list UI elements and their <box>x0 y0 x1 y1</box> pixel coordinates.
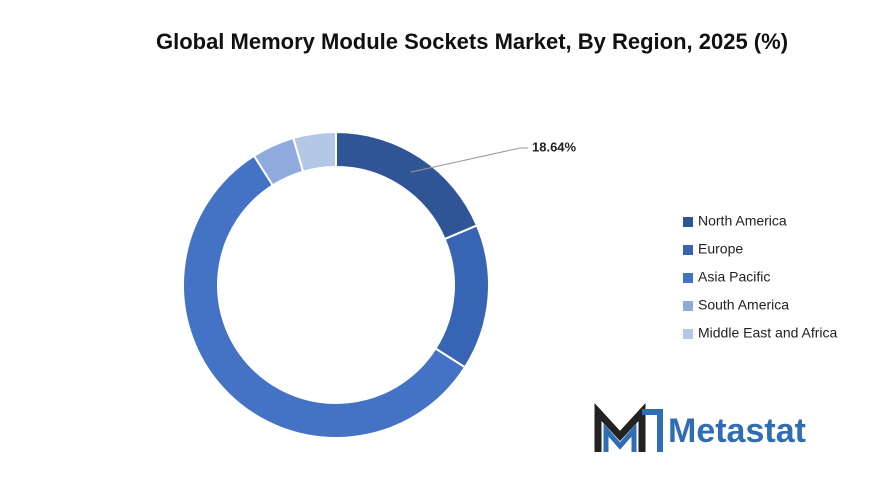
legend-label: Middle East and Africa <box>698 325 838 341</box>
legend-swatch <box>683 273 693 283</box>
donut-slice <box>182 154 467 439</box>
legend-swatch <box>683 329 693 339</box>
chart-title: Global Memory Module Sockets Market, By … <box>155 29 789 54</box>
legend-label: South America <box>698 297 789 313</box>
donut-slice <box>434 224 490 369</box>
legend-label: Europe <box>698 241 743 257</box>
logo-icon <box>594 403 663 452</box>
legend-swatch <box>683 217 693 227</box>
legend-label: North America <box>698 213 787 229</box>
legend-label: Asia Pacific <box>698 269 770 285</box>
legend-swatch <box>683 245 693 255</box>
logo-text: Metastat <box>668 412 806 450</box>
legend-swatch <box>683 301 693 311</box>
data-label: 18.64% <box>532 139 577 154</box>
donut-slice <box>335 130 479 241</box>
donut-slice <box>292 130 337 173</box>
leader-line <box>410 147 528 173</box>
